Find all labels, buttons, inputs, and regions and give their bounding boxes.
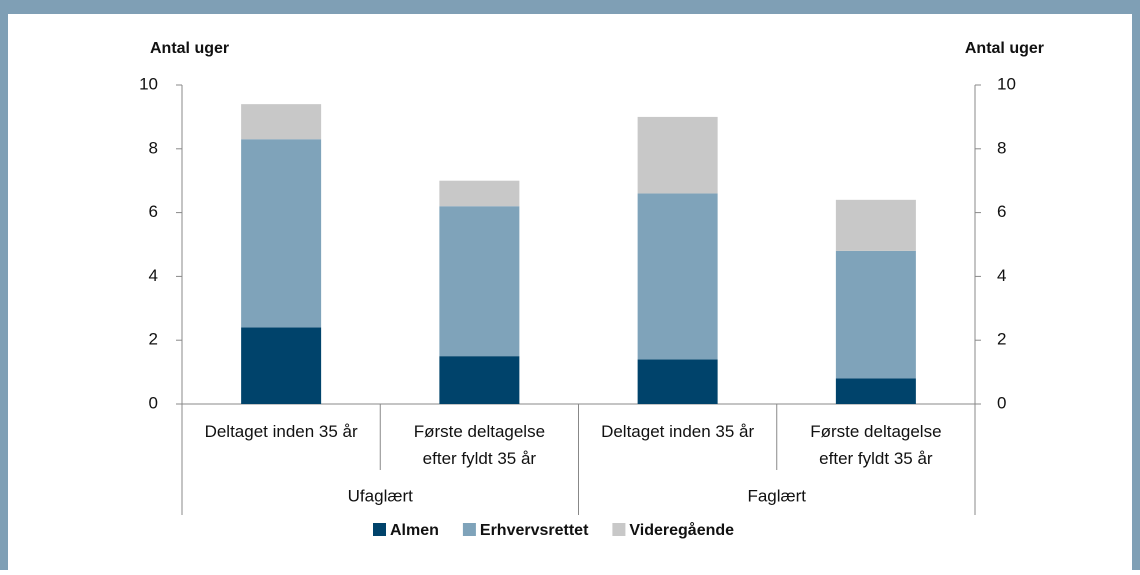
bar-segment — [241, 104, 322, 140]
y2-tick-label: 8 — [997, 138, 1006, 157]
y-tick-label: 2 — [149, 330, 158, 349]
x-tick-label: Første deltagelse efter fyldt 35 år — [414, 422, 545, 468]
x-tick-label: Deltaget inden 35 år — [601, 422, 754, 441]
legend-swatch — [612, 523, 626, 536]
x-tick-label-line: Deltaget inden 35 år — [601, 422, 754, 441]
bar-segment — [637, 193, 718, 360]
bar-segment — [637, 116, 718, 194]
y-tick-label: 0 — [149, 393, 158, 412]
legend-label: Erhvervsrettet — [480, 522, 589, 539]
y-tick-label: 4 — [149, 266, 158, 285]
bar-segment — [835, 250, 916, 379]
x-tick-label-line: Deltaget inden 35 år — [205, 422, 358, 441]
bar-segment — [835, 378, 916, 404]
bar-segment — [835, 199, 916, 251]
x-tick-label: Deltaget inden 35 år — [205, 422, 358, 441]
x-tick-label-line: efter fyldt 35 år — [819, 449, 933, 468]
y2-tick-label: 6 — [997, 202, 1006, 221]
x-tick-label-line: efter fyldt 35 år — [423, 449, 537, 468]
bar-segment — [439, 356, 520, 404]
y2-tick-label: 0 — [997, 393, 1006, 412]
panel — [8, 14, 1132, 570]
y-tick-label: 10 — [139, 74, 158, 93]
legend-swatch — [462, 523, 476, 536]
x-tick-label-line: Første deltagelse — [810, 422, 941, 441]
legend-swatch — [373, 523, 386, 536]
y-tick-label: 8 — [149, 138, 158, 157]
y2-tick-label: 4 — [997, 266, 1006, 285]
y-axis-title: Antal uger — [150, 40, 229, 57]
y2-tick-label: 10 — [997, 74, 1016, 93]
group-label: Ufaglært — [348, 486, 413, 505]
x-tick-label-line: Første deltagelse — [414, 422, 545, 441]
bar-segment — [241, 139, 322, 328]
y2-tick-label: 2 — [997, 330, 1006, 349]
legend-label: Videregående — [629, 521, 734, 539]
y2-axis-title: Antal uger — [965, 40, 1044, 57]
bar-segment — [637, 359, 718, 404]
bar-segment — [241, 327, 322, 404]
legend-label: Almen — [390, 522, 439, 539]
y-tick-label: 6 — [149, 202, 158, 221]
x-tick-label: Første deltagelse efter fyldt 35 år — [810, 422, 941, 468]
group-label: Faglært — [747, 486, 806, 505]
bar-segment — [439, 180, 520, 207]
bar-segment — [439, 206, 520, 357]
